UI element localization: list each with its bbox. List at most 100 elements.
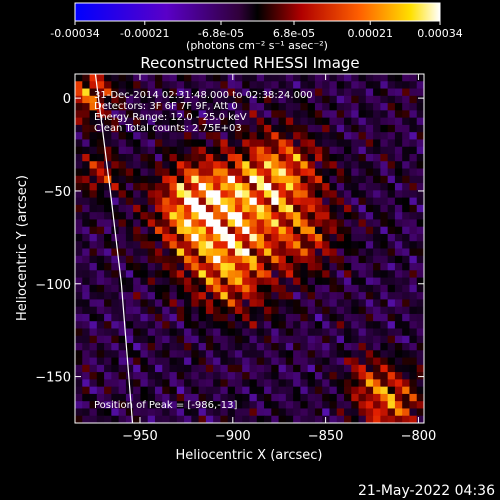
heatmap-cell xyxy=(111,299,120,308)
heatmap-cell xyxy=(205,277,214,286)
heatmap-cell xyxy=(409,292,418,300)
heatmap-cell xyxy=(184,335,192,344)
heatmap-cell xyxy=(118,139,127,148)
heatmap-cell xyxy=(336,190,345,199)
heatmap-cell xyxy=(256,299,265,308)
heatmap-cell xyxy=(147,248,156,257)
heatmap-cell xyxy=(234,350,243,359)
heatmap-cell xyxy=(249,212,258,221)
heatmap-cell xyxy=(402,168,411,177)
heatmap-cell xyxy=(234,161,243,170)
heatmap-cell xyxy=(314,306,323,315)
heatmap-cell xyxy=(329,299,338,308)
heatmap-cell xyxy=(300,139,309,148)
heatmap-cell xyxy=(162,132,171,141)
heatmap-cell xyxy=(82,255,91,264)
heatmap-cell xyxy=(365,248,374,257)
heatmap-cell xyxy=(118,88,127,97)
heatmap-cell xyxy=(278,233,287,242)
heatmap-cell xyxy=(285,146,294,155)
heatmap-cell xyxy=(344,357,352,366)
x-tick-label: −950 xyxy=(122,429,158,444)
heatmap-cell xyxy=(271,183,280,191)
heatmap-cell xyxy=(344,328,352,337)
heatmap-cell xyxy=(351,226,360,235)
heatmap-cell xyxy=(213,415,222,423)
heatmap-cell xyxy=(365,292,374,300)
heatmap-cell xyxy=(293,153,301,162)
heatmap-cell xyxy=(344,88,352,97)
heatmap-cell xyxy=(285,175,294,184)
heatmap-cell xyxy=(264,233,272,242)
heatmap-cell xyxy=(111,241,120,250)
heatmap-cell xyxy=(322,219,331,228)
heatmap-cell xyxy=(96,357,105,366)
heatmap-cell xyxy=(307,292,316,300)
heatmap-cell xyxy=(409,204,418,213)
heatmap-cell xyxy=(176,103,185,111)
heatmap-cell xyxy=(358,350,367,359)
heatmap-cell xyxy=(227,103,236,111)
heatmap-cell xyxy=(89,350,98,359)
heatmap-cell xyxy=(307,255,316,264)
heatmap-cell xyxy=(82,313,91,322)
heatmap-cell xyxy=(227,401,236,410)
heatmap-cell xyxy=(96,292,105,300)
heatmap-cell xyxy=(96,226,105,235)
heatmap-cell xyxy=(373,226,381,235)
heatmap-cell xyxy=(104,299,112,308)
heatmap-cell xyxy=(249,95,258,104)
heatmap-cell xyxy=(198,190,207,199)
heatmap-cell xyxy=(336,153,345,162)
heatmap-cell xyxy=(82,153,91,162)
heatmap-cell xyxy=(416,161,424,170)
heatmap-cell xyxy=(140,95,149,104)
heatmap-cell xyxy=(176,183,185,191)
heatmap-cell xyxy=(133,248,142,257)
heatmap-cell xyxy=(104,212,112,221)
heatmap-cell xyxy=(89,197,98,206)
heatmap-cell xyxy=(264,328,272,337)
heatmap-cell xyxy=(409,372,418,380)
heatmap-cell xyxy=(402,74,411,82)
heatmap-cell xyxy=(373,335,381,344)
heatmap-cell xyxy=(75,350,83,359)
heatmap-cell xyxy=(242,95,251,104)
heatmap-cell xyxy=(322,408,331,417)
heatmap-cell xyxy=(394,132,403,141)
heatmap-cell xyxy=(394,292,403,300)
heatmap-cell xyxy=(344,241,352,250)
heatmap-cell xyxy=(169,161,178,170)
heatmap-cell xyxy=(344,95,352,104)
heatmap-cell xyxy=(176,219,185,228)
heatmap-cell xyxy=(409,306,418,315)
x-axis-ticks: −950 −900 −850 −800 xyxy=(122,74,436,444)
heatmap-cell xyxy=(365,204,374,213)
heatmap-cell xyxy=(293,226,301,235)
heatmap-cell xyxy=(278,350,287,359)
heatmap-cell xyxy=(336,343,345,351)
heatmap-cell xyxy=(380,263,389,271)
heatmap-cell xyxy=(220,212,229,221)
heatmap-cell xyxy=(329,415,338,423)
heatmap-cell xyxy=(329,110,338,119)
heatmap-cell xyxy=(213,132,222,141)
heatmap-cell xyxy=(220,357,229,366)
heatmap-cell xyxy=(380,190,389,199)
heatmap-cell xyxy=(387,350,396,359)
heatmap-cell xyxy=(242,343,251,351)
heatmap-cell xyxy=(373,350,381,359)
heatmap-cell xyxy=(104,386,112,395)
heatmap-cell xyxy=(125,212,134,221)
heatmap-cell xyxy=(147,306,156,315)
heatmap-cell xyxy=(314,183,323,191)
heatmap-cell xyxy=(213,124,222,133)
heatmap-cell xyxy=(184,299,192,308)
heatmap-cell xyxy=(75,212,83,221)
heatmap-cell xyxy=(380,335,389,344)
heatmap-cell xyxy=(373,343,381,351)
heatmap-cell xyxy=(111,255,120,264)
heatmap-cell xyxy=(198,292,207,300)
heatmap-cell xyxy=(293,161,301,170)
